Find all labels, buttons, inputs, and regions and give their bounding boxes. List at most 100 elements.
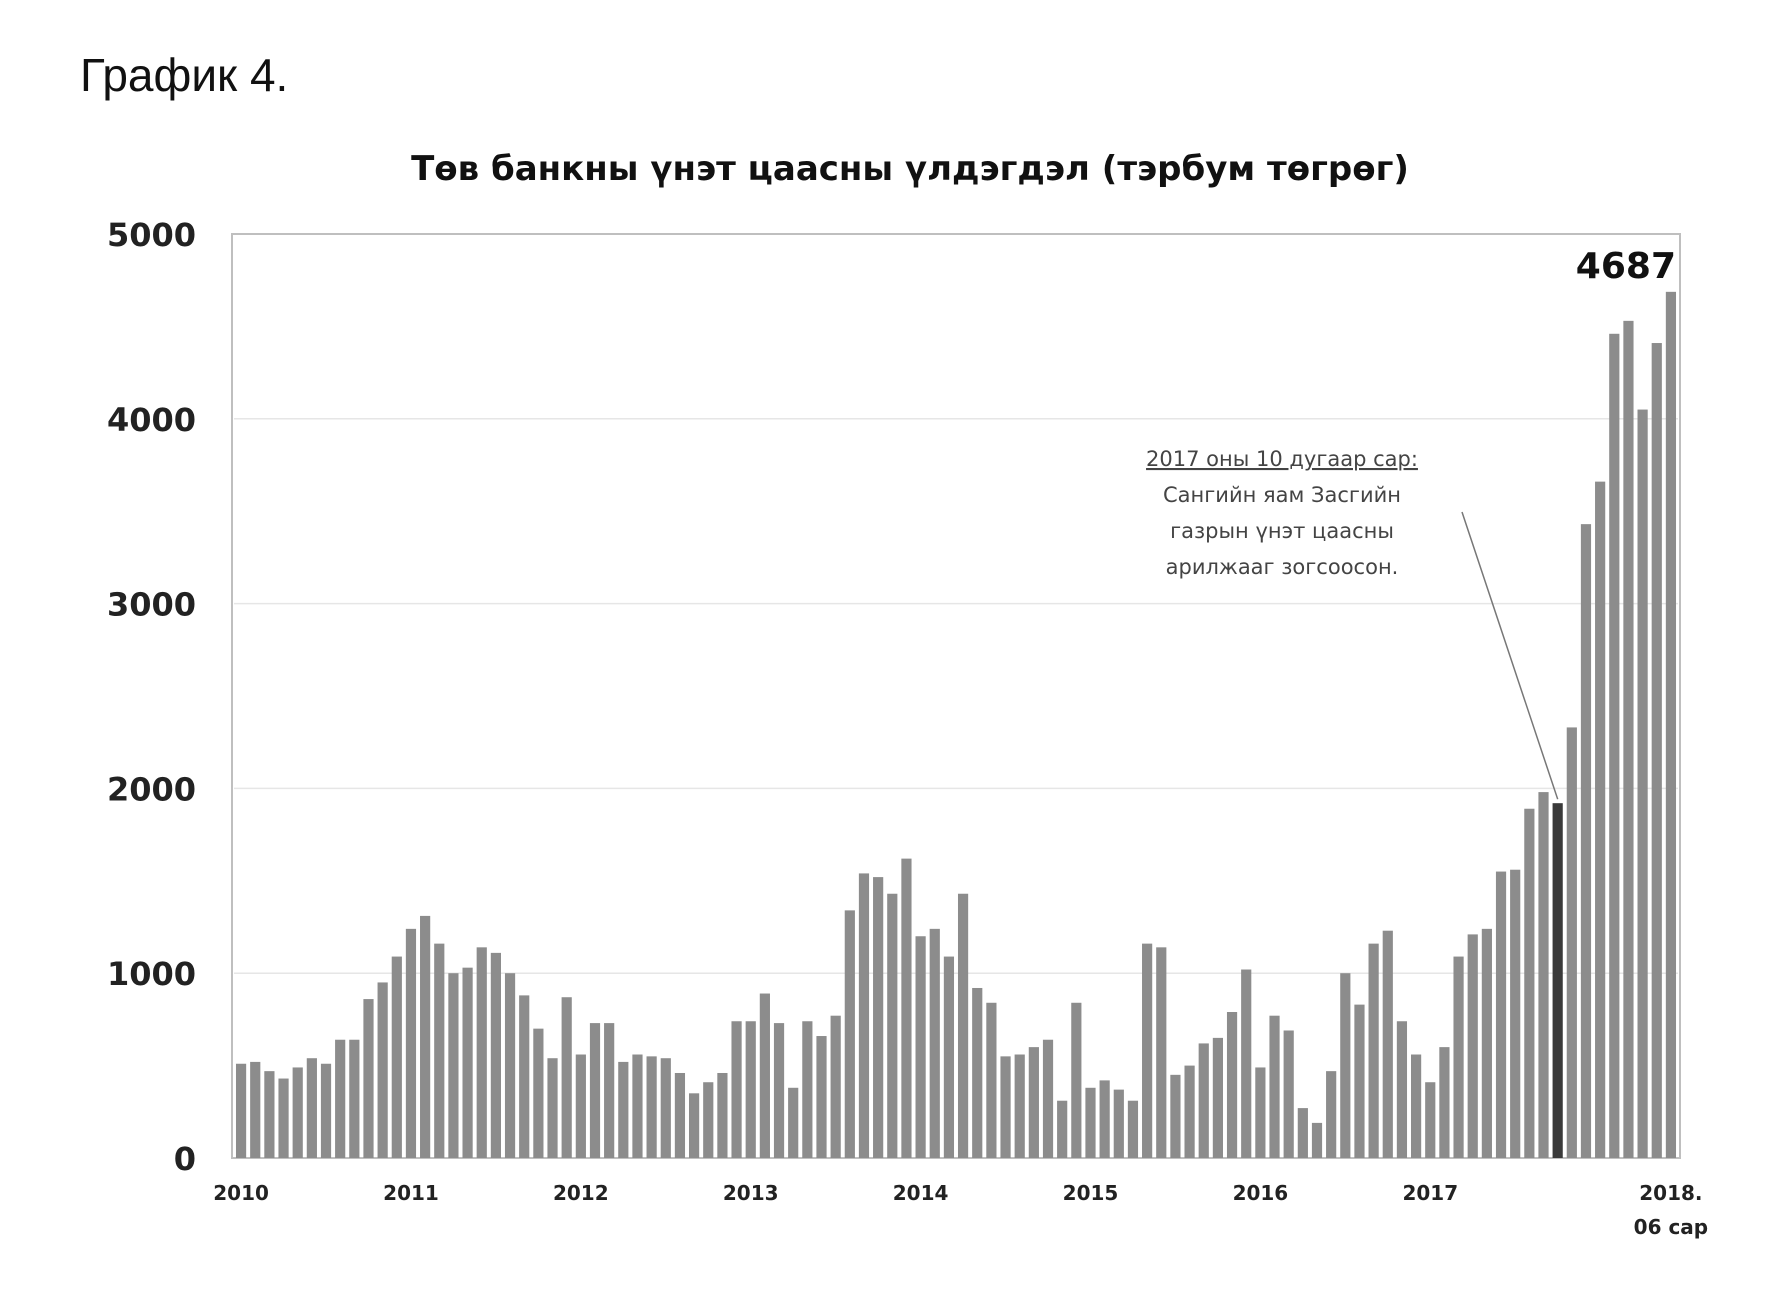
bar [264, 1071, 275, 1158]
bars [235, 291, 1677, 1159]
x-axis: 2010 2011 2012 2013 2014 2015 2016 2017 2018. 06 … [213, 1181, 1708, 1239]
annotation-heading: 2017 оны 10 дугаар сар: [1146, 447, 1418, 471]
bar [632, 1054, 643, 1158]
y-tick-label: 4000 [107, 401, 196, 439]
bar [816, 1036, 827, 1158]
x-tick-label: 2017 [1402, 1181, 1458, 1205]
bar [1212, 1037, 1223, 1158]
bar [1340, 973, 1351, 1158]
bar [1099, 1080, 1110, 1158]
bar [1297, 1108, 1308, 1158]
bar [1014, 1054, 1025, 1158]
bar [1510, 869, 1521, 1158]
bar [1609, 333, 1620, 1158]
bar [1000, 1056, 1011, 1158]
bar [1354, 1004, 1365, 1158]
bar [1269, 1015, 1280, 1158]
bar [1495, 871, 1507, 1158]
bar [759, 993, 770, 1158]
annotation: 2017 оны 10 дугаар сар: Сангийн яам Засг… [1146, 447, 1559, 800]
bar [292, 1067, 303, 1158]
annotation-line-1: Сангийн яам Засгийн [1163, 483, 1401, 507]
bar [1637, 409, 1648, 1158]
bar [420, 915, 431, 1158]
bar [830, 1015, 841, 1158]
bar [773, 1023, 785, 1158]
bar [1595, 481, 1606, 1158]
bar [1623, 320, 1634, 1158]
bar [1170, 1074, 1181, 1158]
bar [745, 1021, 756, 1158]
bar [788, 1087, 799, 1158]
bar [689, 1093, 700, 1158]
bar [1411, 1054, 1422, 1158]
bar [575, 1054, 586, 1158]
gridlines [234, 418, 1678, 974]
y-tick-label: 2000 [107, 770, 196, 808]
bar [335, 1039, 346, 1158]
bar [320, 1063, 332, 1158]
x-tick-label: 2016 [1233, 1181, 1289, 1205]
bar [915, 936, 926, 1158]
y-axis: 0 1000 2000 3000 4000 5000 [107, 216, 196, 1178]
bar [943, 956, 955, 1158]
bar [519, 995, 530, 1158]
bar [957, 893, 969, 1158]
bar [717, 1072, 728, 1158]
bar [504, 973, 516, 1158]
bar [1439, 1047, 1450, 1158]
bar [929, 928, 940, 1158]
annotation-leader-line [1461, 511, 1559, 800]
bar [250, 1061, 261, 1158]
bar [703, 1082, 714, 1158]
bar [972, 987, 983, 1158]
bar [391, 956, 402, 1158]
bar [731, 1021, 742, 1158]
bar [448, 973, 459, 1158]
bar [1368, 943, 1379, 1158]
y-tick-label: 1000 [107, 955, 196, 993]
bar [901, 858, 912, 1158]
bar [660, 1058, 671, 1158]
bar [1057, 1100, 1068, 1158]
bar [1481, 928, 1492, 1158]
x-tick-label: 2010 [213, 1181, 269, 1205]
x-tick-label: 2014 [893, 1181, 949, 1205]
bar [646, 1056, 657, 1158]
y-tick-label: 5000 [107, 216, 196, 254]
bar [1241, 969, 1252, 1158]
chart-title: Төв банкны үнэт цаасны үлдэгдэл (тэрбум … [411, 149, 1409, 189]
bar [873, 877, 884, 1158]
bar [1156, 947, 1167, 1158]
bar [844, 910, 855, 1158]
x-tick-label: 2012 [553, 1181, 609, 1205]
bar [434, 943, 445, 1158]
bar [674, 1072, 686, 1158]
bar [858, 873, 870, 1158]
x-tick-label: 2015 [1063, 1181, 1119, 1205]
bar [1311, 1122, 1323, 1158]
bar [986, 1002, 997, 1158]
bar [1382, 930, 1393, 1158]
bar [1184, 1065, 1195, 1158]
bar [1113, 1089, 1124, 1158]
bar [561, 997, 572, 1158]
bar [476, 947, 487, 1158]
page-heading: График 4. [80, 49, 289, 101]
bar [1127, 1100, 1139, 1158]
bar [1142, 943, 1153, 1158]
bar [1665, 291, 1677, 1159]
bar [490, 952, 501, 1158]
bar [462, 967, 473, 1158]
bar [618, 1061, 629, 1158]
bar [235, 1063, 247, 1158]
peak-value-label: 4687 [1576, 246, 1676, 287]
bar [377, 982, 388, 1158]
bar [1085, 1087, 1096, 1158]
bar [1467, 934, 1478, 1158]
bar [363, 999, 374, 1158]
bar [1028, 1047, 1039, 1158]
bar [1226, 1012, 1238, 1158]
bar [1042, 1039, 1054, 1158]
